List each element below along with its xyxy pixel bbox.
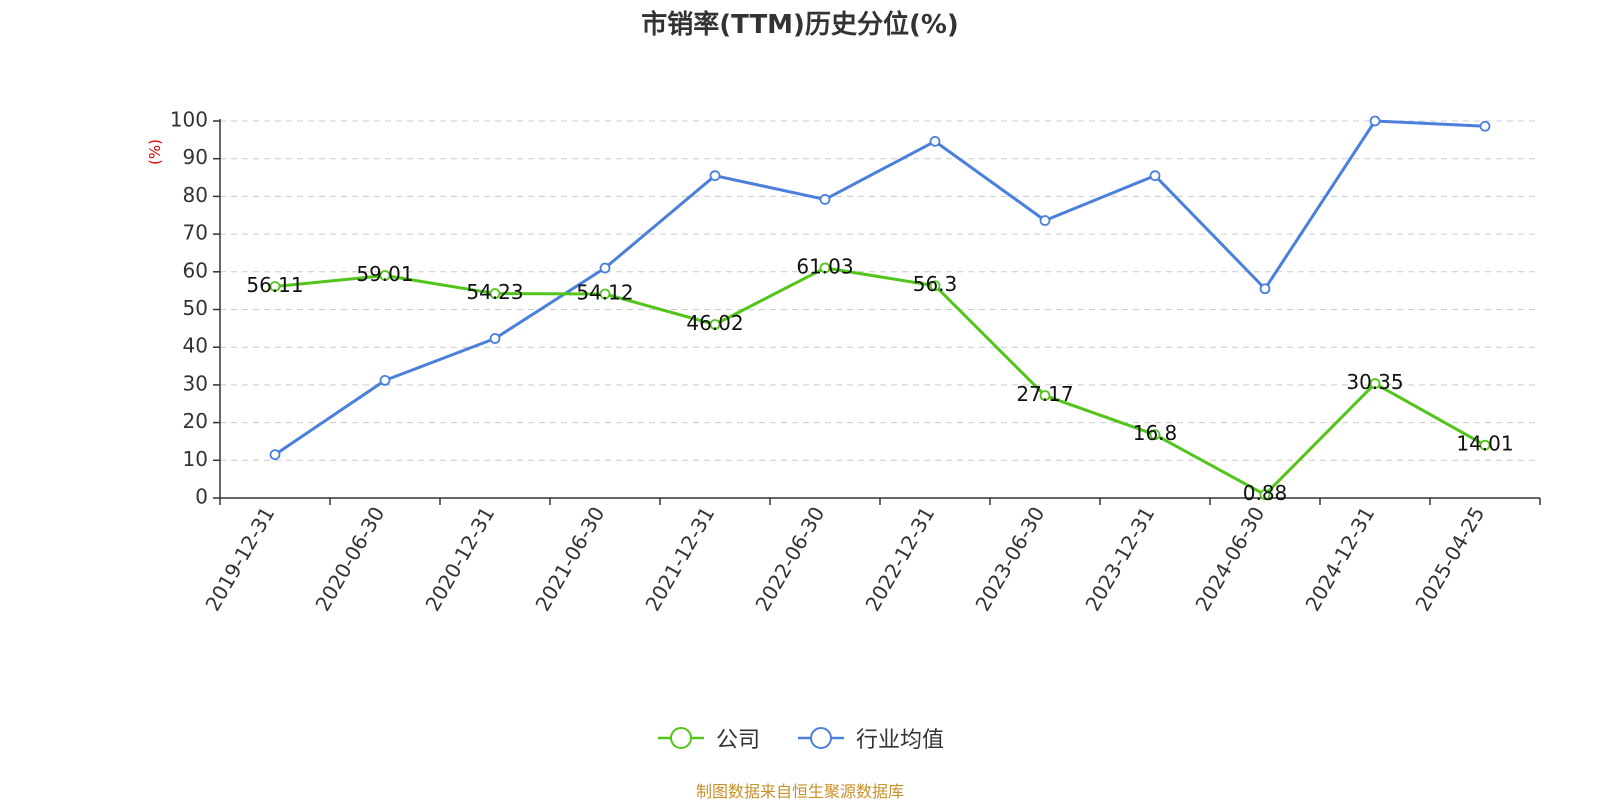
legend-swatch-icon (798, 727, 844, 749)
data-point[interactable] (1259, 489, 1271, 501)
chart-title: 市销率(TTM)历史分位(%) (641, 10, 959, 40)
data-label: 56.3 (913, 272, 958, 296)
data-point[interactable] (819, 262, 831, 274)
y-tick-label: 30 (183, 371, 208, 395)
data-label: 61.03 (796, 254, 853, 278)
data-point[interactable] (269, 449, 281, 461)
y-tick-label: 50 (183, 296, 208, 320)
grid-lines (220, 120, 1540, 461)
x-tick-label: 2023-12-31 (1080, 503, 1159, 616)
x-tick-label: 2022-06-30 (750, 503, 829, 616)
data-label: 16.8 (1133, 421, 1178, 445)
data-label: 0.88 (1243, 481, 1288, 505)
legend-item[interactable]: 公司 (656, 722, 760, 754)
data-point[interactable] (1479, 120, 1491, 132)
source-note: 制图数据来自恒生聚源数据库 (695, 782, 904, 801)
data-point[interactable] (929, 135, 941, 147)
y-axis-unit-label: (%) (146, 139, 164, 165)
data-point[interactable] (709, 170, 721, 182)
x-tick-label: 2020-12-31 (420, 503, 499, 616)
data-label: 54.12 (576, 280, 633, 304)
series-1 (269, 115, 1491, 461)
y-tick-label: 100 (170, 108, 208, 132)
y-tick-label: 10 (183, 447, 208, 471)
data-label: 54.23 (466, 280, 523, 304)
data-label: 59.01 (356, 262, 413, 286)
x-tick-label: 2022-12-31 (860, 503, 939, 616)
data-label: 56.11 (246, 273, 303, 297)
data-point[interactable] (819, 194, 831, 205)
data-label: 30.35 (1346, 370, 1403, 394)
legend-item[interactable]: 行业均值 (796, 722, 944, 754)
legend-label: 行业均值 (856, 728, 945, 753)
data-point[interactable] (709, 319, 721, 330)
y-tick-label: 40 (183, 334, 208, 358)
x-tick-label: 2019-12-31 (200, 503, 279, 616)
data-point[interactable] (1259, 283, 1271, 295)
series-line (274, 266, 1486, 497)
data-point[interactable] (489, 288, 501, 299)
y-tick-label: 80 (183, 183, 208, 207)
data-point[interactable] (599, 288, 611, 300)
x-tick-label: 2025-04-25 (1410, 503, 1489, 616)
data-point[interactable] (599, 262, 611, 274)
x-tick-label: 2020-06-30 (310, 503, 389, 616)
x-tick-label: 2021-06-30 (530, 503, 609, 616)
x-tick-label: 2021-12-31 (640, 503, 719, 616)
series-0 (269, 262, 1491, 501)
data-point[interactable] (1369, 378, 1381, 389)
y-tick-label: 20 (183, 409, 208, 433)
data-point[interactable] (489, 333, 501, 344)
data-point[interactable] (379, 270, 391, 281)
series-line (274, 119, 1486, 456)
data-point[interactable] (1039, 390, 1051, 401)
data-point[interactable] (1149, 170, 1161, 182)
data-labels: 56.11 59.01 54.23 54.12 46.02 61.03 56.3 27.17 1… (246, 254, 1513, 505)
data-point[interactable] (269, 281, 281, 292)
y-tick-label: 0 (195, 485, 208, 509)
x-tick-label: 2023-06-30 (970, 503, 1049, 616)
legend-label: 公司 (715, 728, 760, 753)
y-tick-label: 70 (183, 221, 208, 245)
data-label: 27.17 (1016, 382, 1073, 406)
legend-swatch-icon (657, 727, 704, 749)
data-point[interactable] (1369, 115, 1381, 127)
x-tick-label: 2024-06-30 (1190, 503, 1269, 616)
data-point[interactable] (1479, 439, 1491, 451)
y-tick-label: 60 (183, 258, 208, 282)
data-point[interactable] (379, 374, 391, 386)
data-label: 14.01 (1456, 432, 1513, 456)
data-point[interactable] (929, 280, 941, 292)
data-point[interactable] (1149, 429, 1161, 441)
x-tick-label: 2024-12-31 (1300, 503, 1379, 616)
series-lines (269, 115, 1491, 501)
data-label: 46.02 (686, 311, 743, 335)
y-tick-label: 90 (183, 145, 208, 169)
legend: 公司 行业均值 (0, 722, 1600, 754)
data-point[interactable] (1039, 215, 1051, 226)
